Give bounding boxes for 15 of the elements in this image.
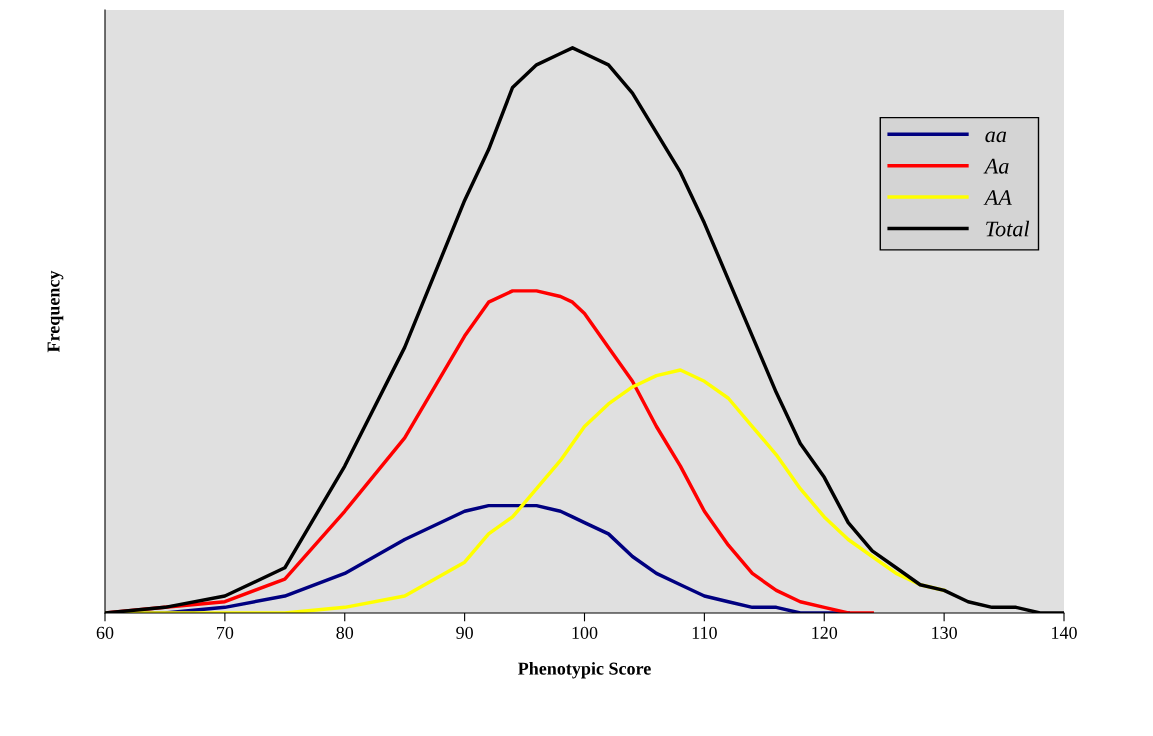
y-axis-title: Frequency	[47, 270, 64, 353]
x-tick-label: 70	[217, 626, 234, 639]
x-axis-title: Phenotypic Score	[518, 662, 651, 679]
legend-label: Total	[986, 220, 1030, 237]
x-tick-label: 110	[692, 626, 717, 639]
x-tick-label: 140	[1052, 626, 1077, 639]
x-tick-label: 80	[336, 626, 354, 639]
x-tick-label: 60	[96, 626, 114, 639]
x-tick-label: 100	[572, 626, 598, 639]
x-tick-label: 120	[812, 626, 838, 639]
x-tick-label: 130	[932, 626, 957, 639]
legend-label: Aa	[983, 158, 1009, 174]
legend-label: aa	[985, 131, 1007, 143]
legend-label: AA	[983, 190, 1012, 205]
x-tick-label: 90	[456, 626, 473, 639]
